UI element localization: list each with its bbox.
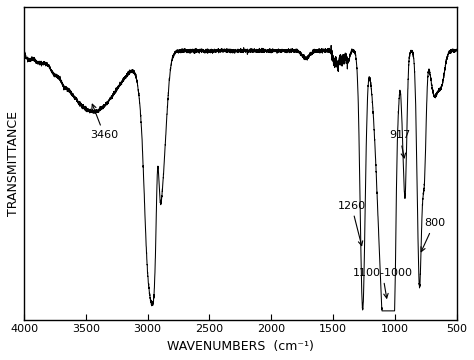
Text: 1100-1000: 1100-1000 (353, 268, 412, 298)
Text: 3460: 3460 (91, 104, 118, 140)
Text: 1260: 1260 (337, 201, 365, 246)
Text: 800: 800 (421, 218, 445, 252)
Text: 917: 917 (389, 130, 410, 158)
Y-axis label: TRANSMITTANCE: TRANSMITTANCE (7, 111, 20, 216)
X-axis label: WAVENUMBERS  (cm⁻¹): WAVENUMBERS (cm⁻¹) (167, 340, 314, 353)
